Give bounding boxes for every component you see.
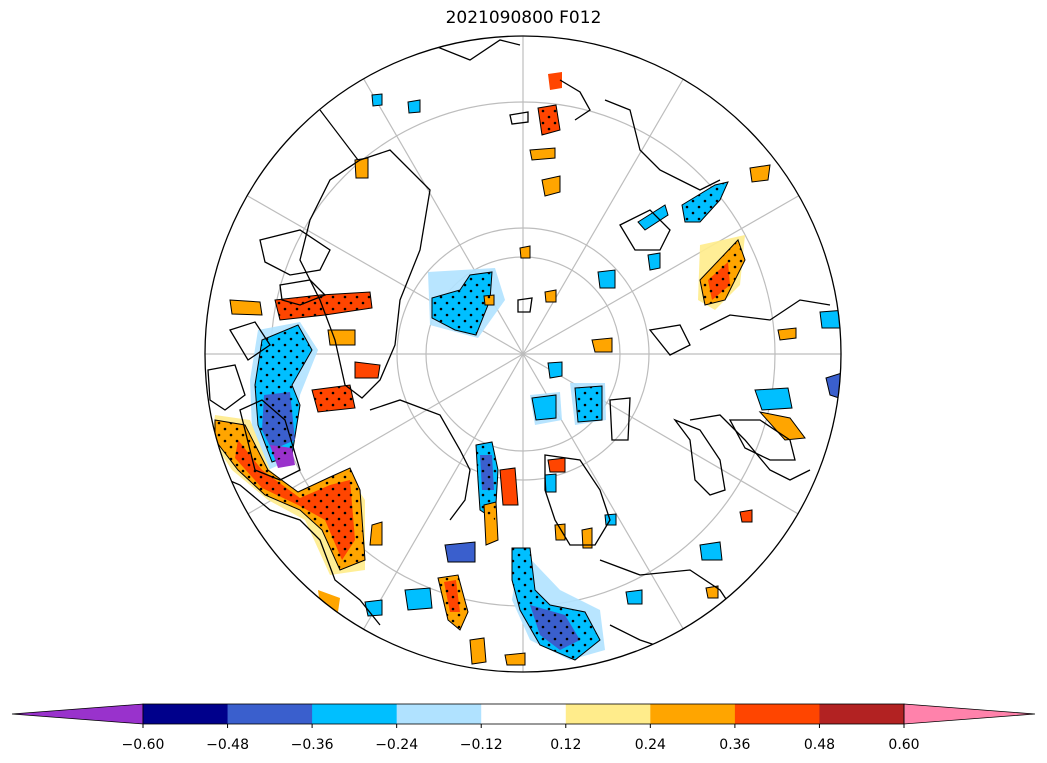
colorbar-segment bbox=[396, 704, 482, 724]
colorbar-tick-label: 0.48 bbox=[804, 737, 835, 753]
colorbar-tick-label: 0.60 bbox=[888, 737, 919, 753]
colorbar-segment bbox=[565, 704, 651, 724]
colorbar-outline bbox=[142, 703, 905, 725]
colorbar-segment bbox=[734, 704, 820, 724]
colorbar-tick-label: −0.12 bbox=[460, 737, 503, 753]
map-content bbox=[205, 36, 841, 672]
borders bbox=[319, 109, 359, 161]
map-frame bbox=[204, 35, 842, 673]
colorbar-tick-label: −0.24 bbox=[375, 737, 418, 753]
colorbar-tick-label: −0.48 bbox=[206, 737, 249, 753]
colorbar-tick-label: −0.36 bbox=[291, 737, 334, 753]
colorbar-ticks: −0.60 −0.48 −0.36 −0.24 −0.12 0.12 0.24 0.36 0.4… bbox=[122, 724, 920, 753]
colorbar-extend-low bbox=[11, 703, 144, 725]
colorbar-segment bbox=[227, 704, 313, 724]
colorbar-tick-label: 0.36 bbox=[719, 737, 750, 753]
colorbar-segment bbox=[312, 704, 398, 724]
colorbar-segment bbox=[650, 704, 736, 724]
map-title: 2021090800 F012 bbox=[445, 8, 602, 28]
polar-map bbox=[204, 35, 842, 673]
colorbar-extend-high bbox=[903, 703, 1036, 725]
colorbar-segment bbox=[143, 704, 229, 724]
colorbar-segment bbox=[481, 704, 567, 724]
colorbar-tick-label: −0.60 bbox=[122, 737, 165, 753]
colorbar: −0.60 −0.48 −0.36 −0.24 −0.12 0.12 0.24 0.36 0.4… bbox=[11, 703, 1036, 753]
colorbar-segment bbox=[819, 704, 905, 724]
colorbar-segments bbox=[11, 703, 1036, 725]
colorbar-tick-label: 0.24 bbox=[635, 737, 666, 753]
colorbar-tick-label: 0.12 bbox=[550, 737, 581, 753]
